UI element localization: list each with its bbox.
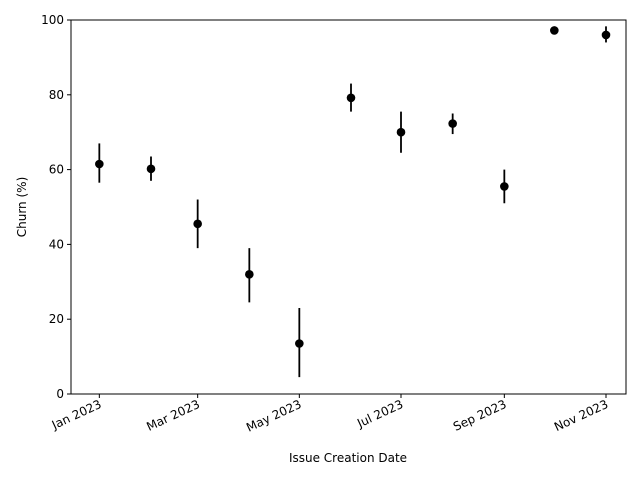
x-tick-label: Jul 2023: [354, 397, 405, 431]
data-point: [95, 159, 104, 169]
data-point: [396, 127, 406, 137]
y-tick-label: 100: [41, 13, 64, 27]
x-tick-label: May 2023: [244, 397, 304, 435]
x-tick-label: Sep 2023: [451, 397, 509, 434]
data-point: [295, 339, 304, 348]
x-tick-label: Nov 2023: [552, 397, 610, 434]
y-tick-label: 40: [49, 237, 64, 251]
y-tick-label: 60: [49, 163, 64, 177]
data-point: [448, 119, 457, 128]
data-point: [601, 30, 611, 40]
data-point: [193, 219, 202, 229]
data-point: [346, 93, 356, 103]
data-point: [550, 26, 559, 35]
x-tick-label: Mar 2023: [144, 397, 202, 434]
plot-frame: [70, 19, 627, 395]
data-point: [146, 164, 156, 174]
y-axis-label: Churn (%): [15, 177, 29, 238]
data-point: [500, 182, 509, 191]
y-axis-ticks: 0 20 40 60 80 100: [41, 13, 71, 401]
data-point: [245, 270, 254, 279]
x-axis-ticks: Jan 2023 Mar 2023 May 2023 Jul 2023 Sep 2023…: [49, 394, 610, 435]
x-tick-label: Jan 2023: [49, 397, 104, 432]
data-points: [95, 26, 611, 378]
y-tick-label: 20: [49, 312, 64, 326]
y-tick-label: 80: [49, 88, 64, 102]
x-axis-label: Issue Creation Date: [289, 451, 407, 465]
y-tick-label: 0: [56, 387, 64, 401]
